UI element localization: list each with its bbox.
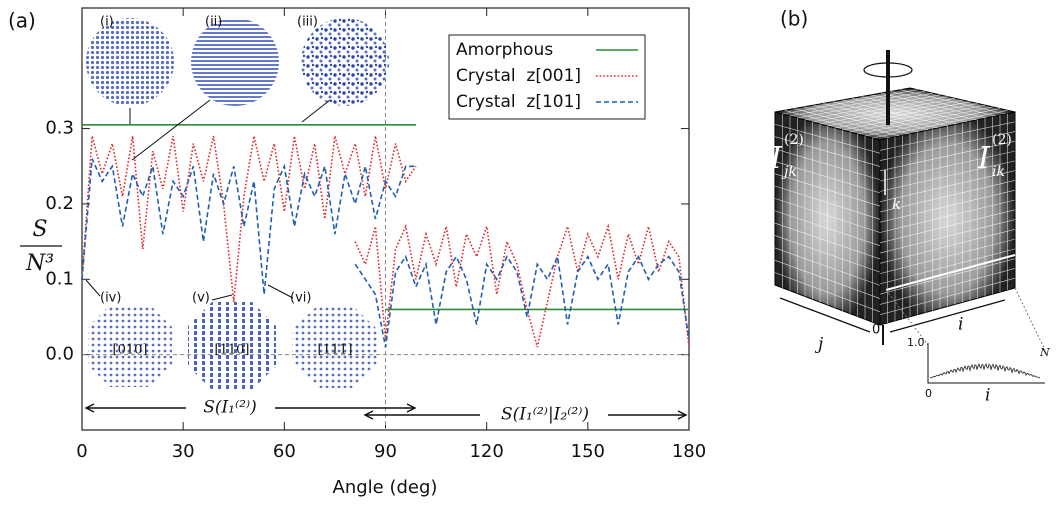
face-label-sup: (2) xyxy=(992,132,1012,148)
legend-label: Crystal z[101] xyxy=(456,92,581,112)
orientation: [110] xyxy=(215,343,250,358)
y-label-numerator: S xyxy=(32,217,47,242)
cube-grid xyxy=(774,89,1016,323)
profile-curve xyxy=(929,363,1041,379)
panel-label: (b) xyxy=(780,7,808,31)
legend-box xyxy=(448,34,646,120)
profile-x-label: i xyxy=(985,386,990,406)
y-tick-label: 0.3 xyxy=(45,118,74,139)
panel-b: (b) I jk (2) I ik (2) k j i 0 1.0 0 N i xyxy=(769,7,1050,406)
j-arrow xyxy=(779,297,871,333)
profile-line xyxy=(885,254,1016,291)
inset-label: (iii) xyxy=(297,15,318,30)
face-label-sub: jk xyxy=(781,164,797,180)
origin-label: 0 xyxy=(872,323,880,338)
y-tick-label: 0.2 xyxy=(45,193,74,214)
x-tick-label: 120 xyxy=(469,441,503,462)
panel-label: (a) xyxy=(8,9,36,33)
legend-label: Crystal z[001] xyxy=(456,66,581,86)
axis-label: j xyxy=(814,335,824,355)
x-tick-label: 150 xyxy=(571,441,605,462)
inset-label: (i) xyxy=(100,15,114,30)
rotation-arrow xyxy=(863,62,913,78)
x-tick-label: 60 xyxy=(273,441,296,462)
inset-image xyxy=(191,18,279,106)
series-line xyxy=(81,135,690,348)
y-tick-label: 0.1 xyxy=(45,268,74,289)
x-tick-label: 0 xyxy=(76,441,87,462)
orientation: [111̄] xyxy=(318,343,353,358)
range-arrows xyxy=(84,403,688,420)
profile-axes xyxy=(927,343,1045,384)
inset-image xyxy=(88,305,172,387)
cube-face xyxy=(774,87,1016,141)
profile-xtick: 0 xyxy=(925,387,932,400)
projection-line xyxy=(885,289,929,346)
legend-label: Amorphous xyxy=(456,40,553,60)
face-label-base: I xyxy=(977,141,991,176)
y-tick-label: 0.0 xyxy=(45,344,74,365)
projection-line xyxy=(1014,287,1046,351)
series-line xyxy=(82,124,689,311)
inset-image xyxy=(292,305,378,388)
i-arrow xyxy=(889,299,1006,333)
legend: Amorphous Crystal z[001] Crystal z[101] xyxy=(448,34,646,120)
face-label-sup: (2) xyxy=(784,132,804,148)
pointers xyxy=(85,99,331,301)
range-label: S(I₁⁽²⁾) xyxy=(203,398,257,418)
inset-label: (vi) xyxy=(290,291,311,306)
insets: (i) (ii) (iii) (iv) (v) (vi) [010] [110]… xyxy=(85,15,389,390)
inset-image xyxy=(188,302,276,390)
axis-label: k xyxy=(892,195,901,213)
inset-image xyxy=(86,18,174,106)
axis-label: i xyxy=(958,315,963,335)
orientation: [010] xyxy=(113,343,148,358)
y-label-denominator: N³ xyxy=(25,251,54,276)
inset-label: (ii) xyxy=(205,15,222,30)
inset-label: (v) xyxy=(192,291,210,306)
x-tick-label: 90 xyxy=(374,441,397,462)
profile-xtick: N xyxy=(1039,346,1050,359)
profile-ytick: 1.0 xyxy=(907,336,925,349)
x-tick-label: 180 xyxy=(672,441,706,462)
range-label: S(I₁⁽²⁾|I₂⁽²⁾) xyxy=(501,405,589,425)
x-label: Angle (deg) xyxy=(333,477,438,498)
series-line xyxy=(81,158,690,348)
face-label-base: I xyxy=(769,141,783,176)
plot-area: 0 30 60 90 120 150 180 0.0 0.1 0.2 0.3 xyxy=(45,7,706,462)
x-tick-label: 30 xyxy=(172,441,195,462)
face-label-sub: ik xyxy=(992,164,1005,180)
inset-image xyxy=(301,18,389,106)
inset-label: (iv) xyxy=(100,291,121,306)
